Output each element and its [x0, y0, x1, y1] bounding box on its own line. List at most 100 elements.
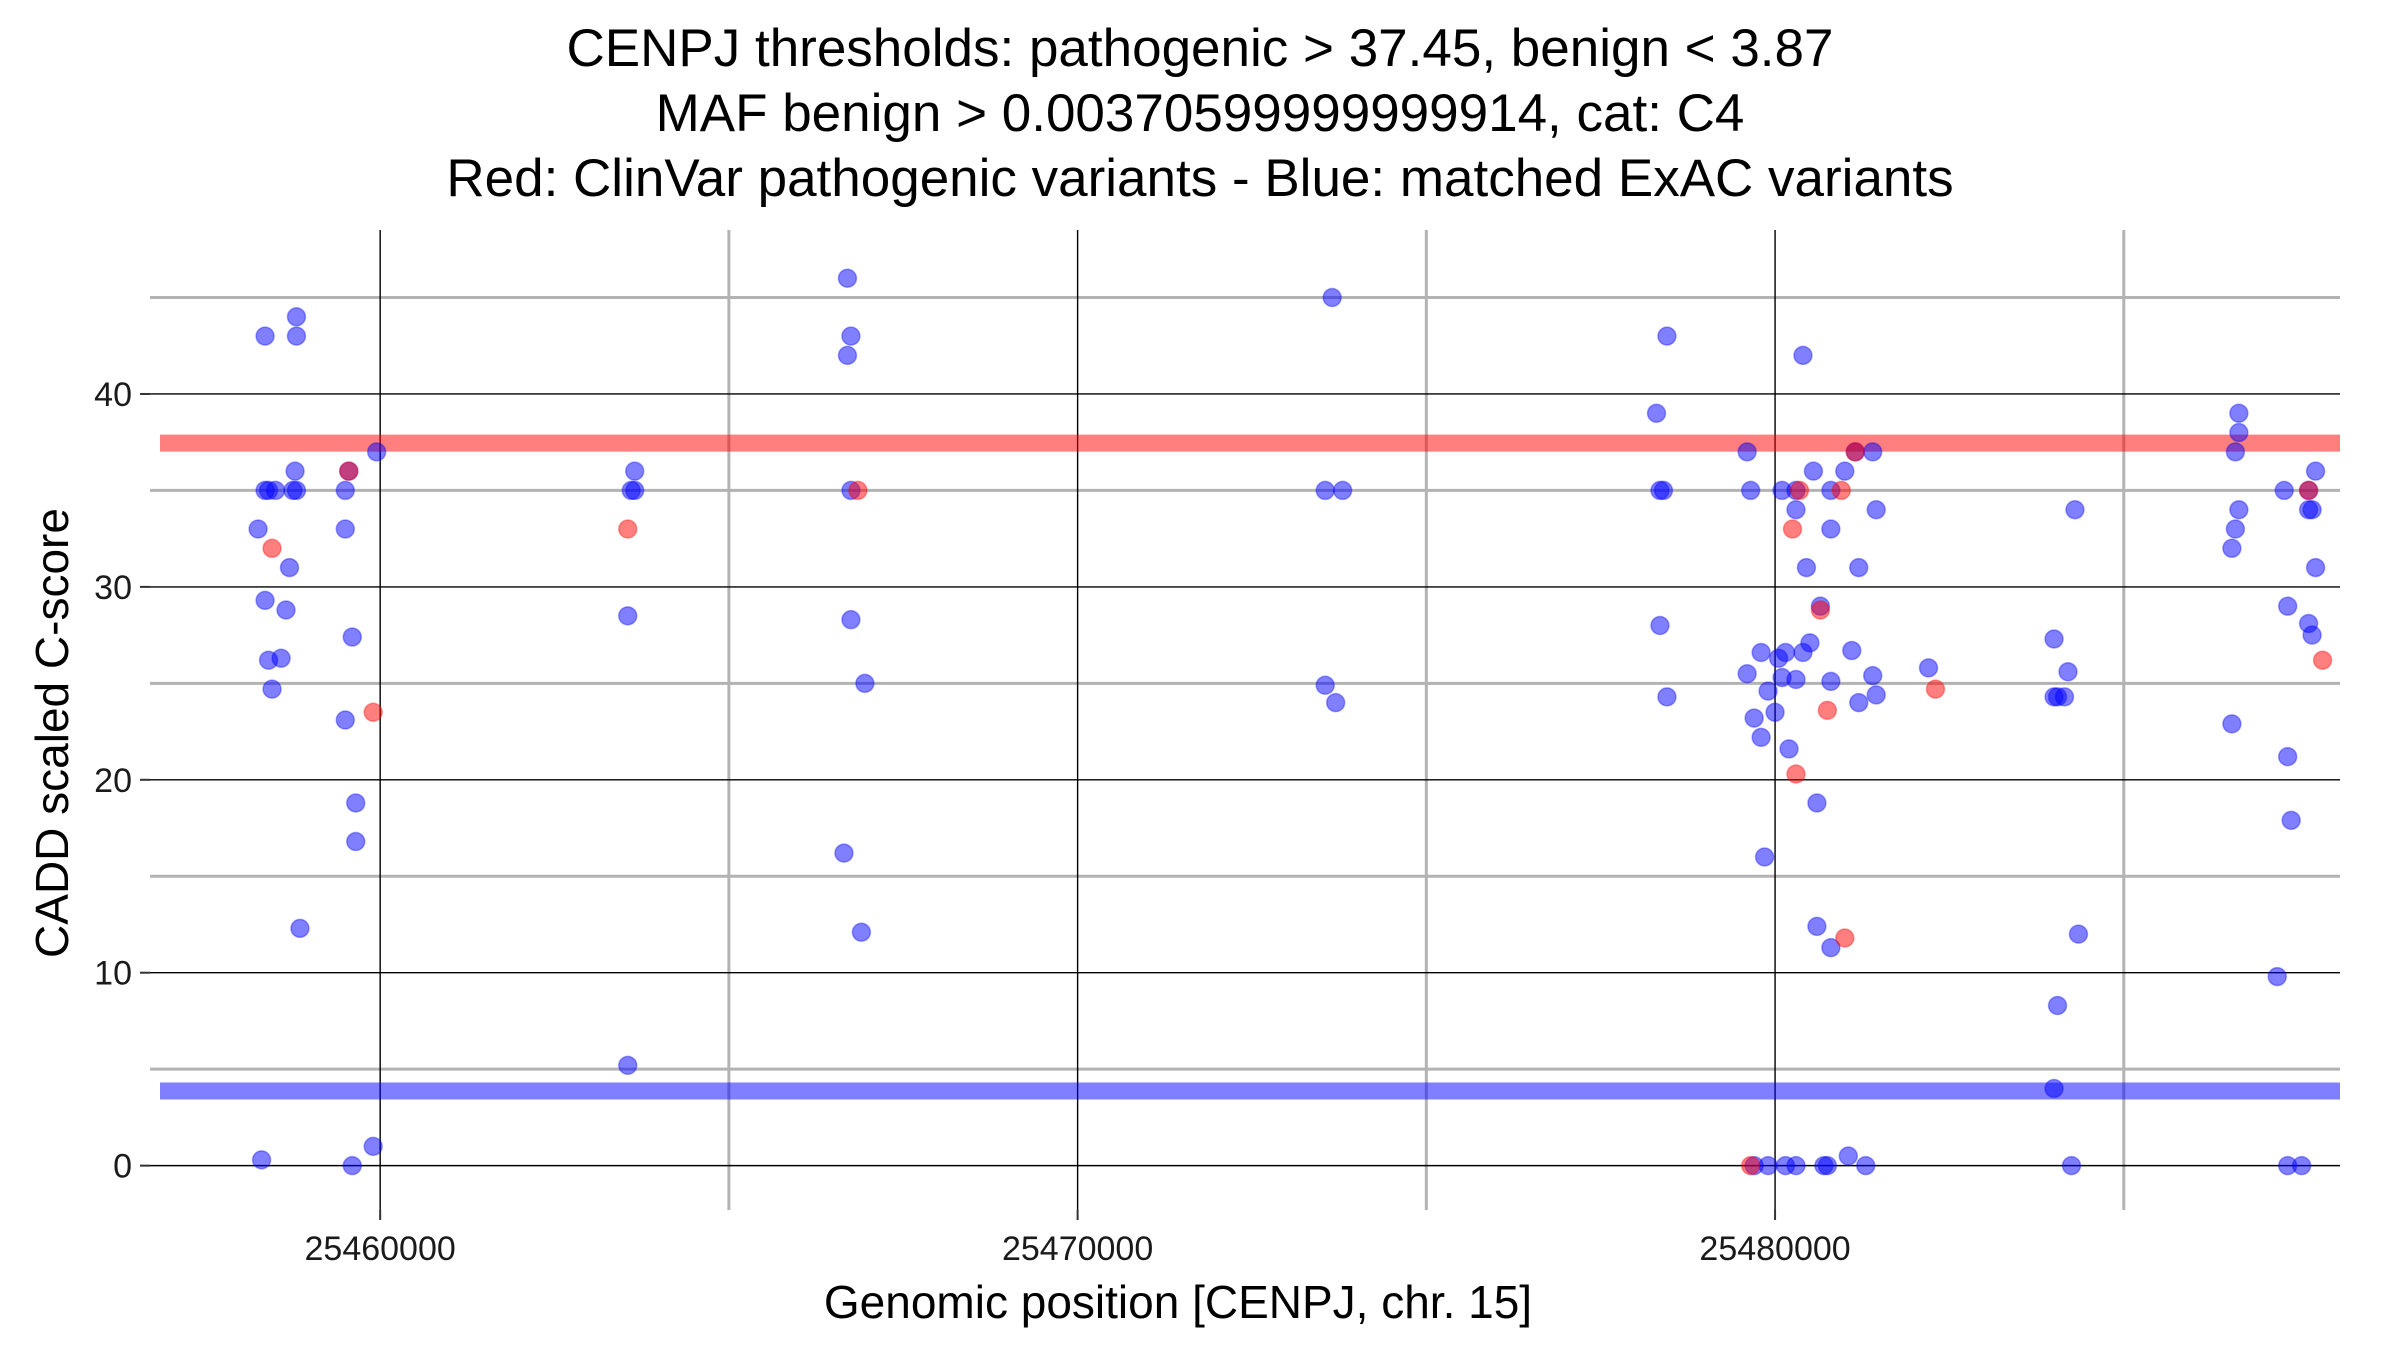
exac-variant-point [2054, 687, 2075, 707]
y-tick-label: 0 [113, 1148, 132, 1186]
exac-variant-point [1657, 326, 1677, 346]
exac-variant-point [248, 519, 268, 539]
clinvar-variant-point [1786, 764, 1806, 784]
exac-variant-point [2277, 746, 2298, 767]
exac-variant-point [2044, 629, 2064, 649]
exac-variant-point [1758, 1155, 1778, 1176]
exac-variant-point [1758, 681, 1778, 701]
threshold-layer [160, 434, 2340, 1100]
exac-variant-point [271, 648, 291, 669]
exac-variant-point [335, 710, 356, 730]
exac-variant-point [841, 326, 861, 346]
clinvar-variant-point [1845, 442, 1866, 462]
exac-variant-point [624, 480, 645, 501]
chart-title-line-2: MAF benign > 0.00370599999999914, cat: C… [656, 84, 1745, 143]
exac-variant-point [2229, 403, 2249, 424]
exac-variant-point [1650, 615, 1670, 636]
clinvar-variant-point [2312, 650, 2333, 670]
exac-variant-point [2065, 499, 2085, 520]
exac-variant-point [276, 600, 296, 620]
exac-variant-point [2044, 1078, 2064, 1099]
exac-variant-point [335, 480, 356, 501]
exac-variant-point [2305, 557, 2326, 578]
exac-variant-point [255, 326, 275, 346]
exac-variant-point [837, 345, 858, 366]
exac-variant-point [2058, 662, 2078, 682]
exac-variant-point [2061, 1155, 2082, 1176]
exac-variant-point [2277, 596, 2298, 616]
exac-variant-point [1849, 557, 1869, 578]
exac-variant-point [345, 831, 366, 852]
exac-variant-point [1751, 727, 1771, 748]
exac-variant-point [1918, 658, 1939, 678]
exac-variant-point [1786, 669, 1806, 690]
exac-variant-point [255, 590, 275, 611]
x-tick-label: 25470000 [1002, 1230, 1153, 1268]
clinvar-variant-point [1810, 600, 1831, 620]
exac-variant-point [1862, 442, 1883, 462]
exac-variant-point [837, 268, 858, 288]
exac-variant-point [618, 1055, 638, 1076]
exac-variant-point [1866, 685, 1886, 705]
exac-variant-point [2305, 461, 2326, 481]
exac-variant-point [342, 627, 363, 647]
exac-variant-point [1751, 642, 1771, 663]
clinvar-variant-point [363, 702, 383, 723]
exac-variant-point [1737, 442, 1757, 462]
exac-variant-point [1817, 1155, 1838, 1176]
y-tick-label: 40 [94, 376, 132, 414]
exac-variant-point [1786, 499, 1806, 520]
exac-variant-point [366, 442, 387, 462]
x-axis-label: Genomic position [CENPJ, chr. 15] [824, 1276, 1532, 1328]
exac-variant-point [2267, 966, 2287, 987]
clinvar-variant-point [262, 538, 282, 559]
exac-variant-point [1744, 708, 1764, 728]
exac-variant-point [345, 793, 366, 813]
exac-variant-point [286, 307, 307, 327]
exac-variant-point [2222, 538, 2242, 559]
exac-variant-point [342, 1155, 363, 1176]
exac-variant-point [1835, 461, 1855, 481]
exac-variant-point [1838, 1146, 1859, 1166]
exac-variant-point [2225, 442, 2246, 462]
exac-variant-point [1657, 687, 1677, 707]
exac-variant-point [1849, 692, 1869, 713]
exac-variant-point [1775, 642, 1796, 663]
exac-variant-point [2291, 1155, 2312, 1176]
exac-variant-point [1653, 480, 1674, 501]
exac-variant-point [841, 609, 861, 630]
clinvar-variant-point [1831, 480, 1852, 501]
clinvar-variant-point [1925, 679, 1946, 699]
clinvar-variant-point [1740, 1155, 1761, 1176]
x-tick-label: 25480000 [1699, 1230, 1850, 1268]
y-tick-label: 30 [94, 569, 132, 607]
exac-variant-point [1862, 665, 1883, 686]
exac-variant-point [1821, 519, 1841, 539]
exac-variant-point [2229, 422, 2249, 443]
exac-variant-point [1786, 1155, 1806, 1176]
exac-variant-point [1332, 480, 1353, 501]
clinvar-variant-point [618, 519, 638, 539]
exac-variant-point [285, 461, 305, 481]
clinvar-variant-point [1817, 700, 1838, 721]
exac-variant-point [2222, 714, 2242, 734]
clinvar-variant-point [339, 461, 359, 481]
clinvar-variant-point [1782, 519, 1803, 539]
clinvar-variant-point [848, 480, 868, 501]
exac-variant-point [2302, 625, 2322, 645]
clinvar-variant-point [2298, 480, 2319, 501]
exac-variant-point [251, 1150, 272, 1170]
exac-variant-point [1754, 847, 1775, 867]
tick-layer: 0 10 20 30 40 25460000 25470000 25480000 [94, 376, 1851, 1268]
exac-variant-point [1779, 739, 1799, 759]
exac-variant-point [1737, 663, 1757, 684]
exac-variant-point [286, 326, 307, 346]
exac-variant-point [1800, 633, 1820, 653]
exac-variant-point [1803, 461, 1824, 481]
exac-variant-point [363, 1136, 383, 1157]
exac-variant-point [2302, 499, 2322, 520]
points-layer [248, 268, 2333, 1176]
exac-variant-point [2281, 810, 2301, 831]
exac-variant-point [851, 922, 872, 942]
